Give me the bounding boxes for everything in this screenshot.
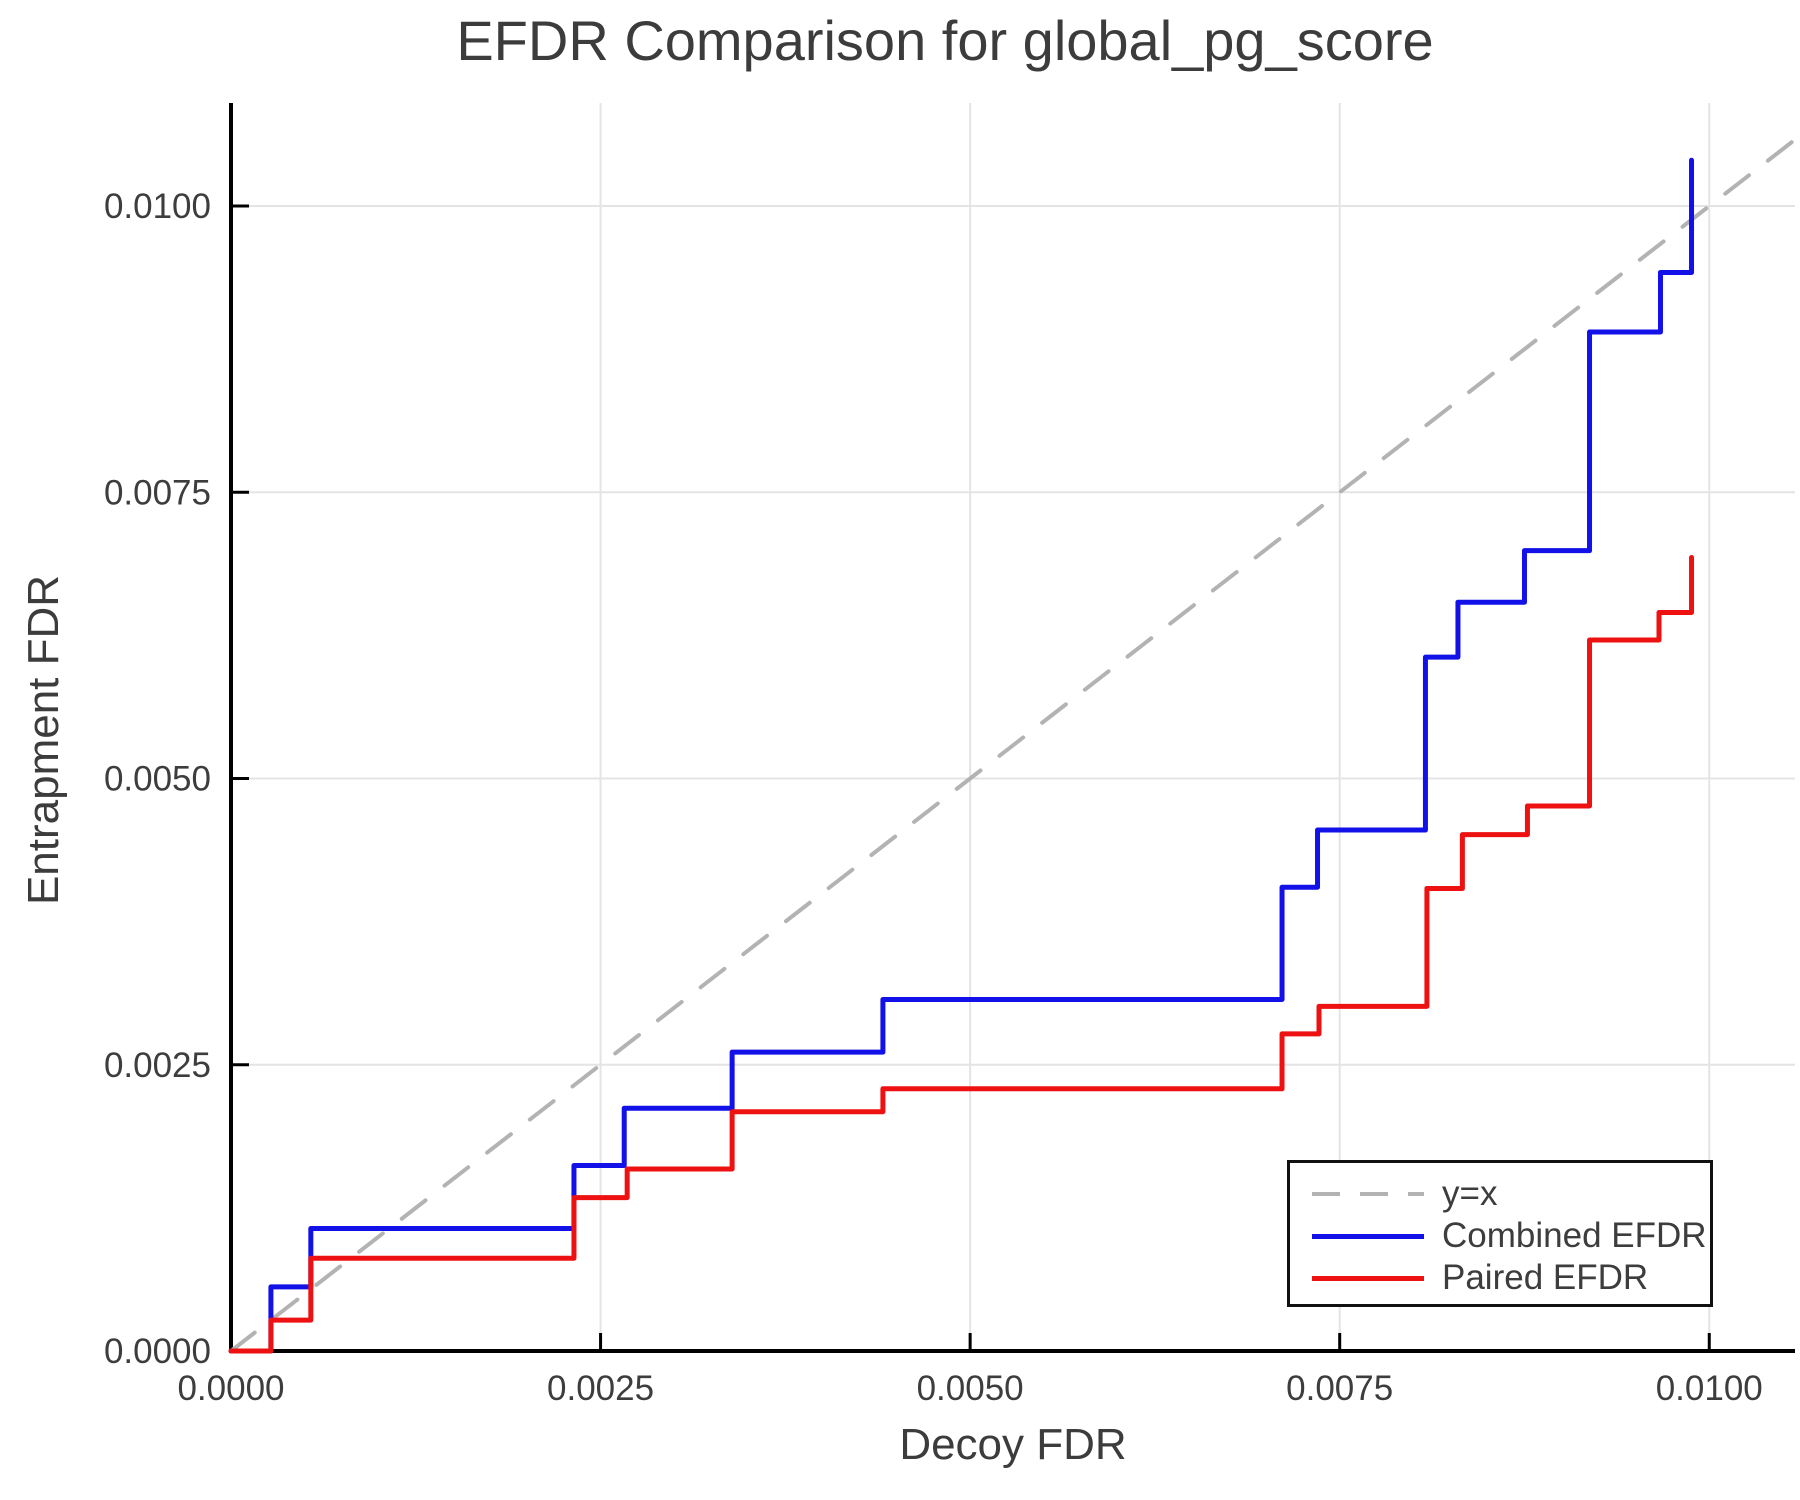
legend-label-identity: y=x [1442,1174,1498,1213]
x-tick-label: 0.0000 [177,1369,284,1408]
legend: y=x Combined EFDR Paired EFDR [1287,1160,1713,1307]
x-tick-label: 0.0100 [1656,1369,1763,1408]
y-tick-label: 0.0025 [104,1046,211,1085]
x-tick-labels: 0.0000 0.0025 0.0050 0.0075 0.0100 [177,1369,1762,1408]
x-axis-title: Decoy FDR [899,1420,1127,1469]
x-tick-label: 0.0075 [1286,1369,1393,1408]
y-tick-label: 0.0075 [104,473,211,512]
paired-efdr-line-sample [1312,1275,1424,1281]
combined-efdr-line [228,157,1695,1354]
legend-label-paired: Paired EFDR [1442,1258,1649,1297]
paired-efdr-line [228,555,1695,1354]
legend-entry-identity: y=x [1312,1173,1710,1215]
legend-label-combined: Combined EFDR [1442,1216,1707,1255]
y-tick-label: 0.0000 [104,1332,211,1371]
chart-title: EFDR Comparison for global_pg_score [456,9,1434,72]
y-tick-labels: 0.0000 0.0025 0.0050 0.0075 0.0100 [104,187,211,1371]
identity-line [229,137,1797,1353]
combined-efdr-line-sample [1312,1233,1424,1239]
identity-line-sample [1312,1192,1424,1196]
legend-entry-paired: Paired EFDR [1312,1257,1710,1299]
y-tick-label: 0.0100 [104,187,211,226]
legend-entry-combined: Combined EFDR [1312,1215,1710,1257]
y-tick-label: 0.0050 [104,760,211,799]
x-tick-label: 0.0025 [547,1369,654,1408]
x-tick-label: 0.0050 [917,1369,1024,1408]
y-axis-title: Entrapment FDR [19,574,68,906]
